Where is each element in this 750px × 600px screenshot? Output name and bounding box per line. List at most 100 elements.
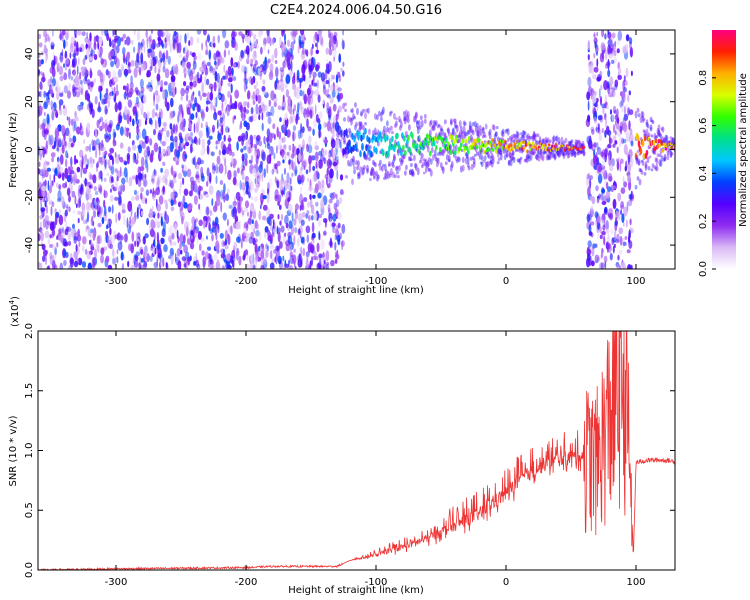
heatmap-cell — [530, 148, 534, 154]
heatmap-cell — [115, 123, 120, 131]
heatmap-cell — [522, 146, 526, 150]
heatmap-cell — [118, 115, 123, 124]
heatmap-cell — [439, 128, 443, 132]
heatmap-cell — [569, 140, 573, 144]
heatmap-cell — [442, 131, 446, 137]
heatmap-cell — [289, 251, 293, 257]
heatmap-cell — [344, 108, 347, 113]
heatmap-cell — [127, 200, 133, 212]
heatmap-cell — [587, 114, 591, 123]
heatmap-cell — [38, 70, 41, 75]
heatmap-cell — [206, 180, 209, 187]
heatmap-cell — [327, 88, 330, 93]
heatmap-cell — [601, 247, 604, 259]
heatmap-cell — [593, 142, 597, 148]
heatmap-cell — [165, 150, 169, 157]
heatmap-cell — [323, 120, 326, 129]
heatmap-cell — [291, 212, 294, 222]
y-tick-label: -40 — [24, 237, 35, 253]
heatmap-cell — [417, 135, 420, 142]
heatmap-cell — [327, 94, 331, 99]
heatmap-cell — [213, 112, 218, 121]
heatmap-cell — [601, 128, 604, 134]
heatmap-cell — [587, 40, 590, 51]
heatmap-cell — [236, 236, 241, 243]
heatmap-cell — [221, 264, 225, 269]
heatmap-cell — [226, 188, 231, 194]
heatmap-cell — [335, 159, 339, 166]
heatmap-cell — [176, 248, 181, 260]
heatmap-cell — [360, 112, 363, 116]
heatmap-cell — [467, 166, 471, 171]
heatmap-cell — [397, 175, 400, 179]
heatmap-cell — [298, 101, 302, 106]
heatmap-cell — [87, 188, 91, 194]
heatmap-cell — [44, 214, 49, 224]
heatmap-cell — [223, 98, 228, 106]
heatmap-cell — [231, 67, 234, 76]
heatmap-cell — [455, 124, 459, 133]
heatmap-cell — [296, 237, 300, 247]
heatmap-cell — [179, 181, 183, 188]
heatmap-cell — [496, 149, 500, 158]
heatmap-cell — [95, 133, 98, 139]
heatmap-cell — [627, 174, 631, 183]
heatmap-cell — [188, 40, 191, 47]
heatmap-cell — [51, 157, 54, 163]
heatmap-cell — [121, 209, 126, 214]
heatmap-cell — [411, 168, 414, 175]
heatmap-cell — [629, 37, 633, 45]
heatmap-cell — [452, 145, 456, 150]
heatmap-cell — [154, 119, 157, 130]
heatmap-cell — [106, 32, 109, 42]
heatmap-cell — [198, 190, 201, 200]
heatmap-cell — [126, 114, 130, 123]
heatmap-cell — [146, 111, 150, 120]
heatmap-cell — [224, 244, 229, 250]
heatmap-cell — [165, 213, 169, 224]
heatmap-cell — [360, 121, 363, 130]
heatmap-cell — [298, 253, 302, 260]
heatmap-cell — [198, 219, 203, 227]
heatmap-cell — [101, 217, 105, 225]
heatmap-cell — [129, 87, 134, 95]
heatmap-cell — [181, 215, 184, 225]
heatmap-cell — [338, 105, 342, 113]
heatmap-cell — [196, 71, 200, 82]
heatmap-cell — [221, 101, 224, 112]
heatmap-cell — [535, 154, 539, 161]
heatmap-cell — [278, 204, 282, 210]
heatmap-cell — [186, 106, 191, 115]
heatmap-cell — [126, 130, 129, 138]
heatmap-cell — [196, 164, 200, 172]
heatmap-cell — [607, 233, 610, 245]
heatmap-cell — [70, 169, 75, 175]
heatmap-cell — [463, 132, 467, 139]
heatmap-cell — [368, 156, 371, 161]
heatmap-cell — [157, 243, 160, 250]
heatmap-cell — [156, 121, 160, 130]
heatmap-cell — [284, 33, 286, 42]
heatmap-cell — [399, 119, 402, 123]
heatmap-cell — [92, 174, 97, 184]
heatmap-cell — [59, 30, 62, 41]
heatmap-cell — [293, 104, 296, 112]
spectrogram-x-axis-label: Height of straight line (km) — [288, 285, 424, 296]
heatmap-cell — [404, 115, 407, 121]
heatmap-cell — [244, 221, 248, 229]
heatmap-cell — [467, 136, 471, 141]
heatmap-cell — [488, 160, 492, 166]
heatmap-cell — [268, 71, 274, 81]
heatmap-cell — [639, 148, 643, 155]
heatmap-cell — [473, 142, 477, 147]
heatmap-cell — [194, 96, 198, 107]
heatmap-cell — [77, 210, 82, 215]
heatmap-cell — [253, 208, 256, 217]
heatmap-cell — [481, 126, 485, 134]
heatmap-cell — [68, 82, 71, 91]
heatmap-cell — [73, 154, 77, 166]
heatmap-cell — [164, 199, 168, 204]
heatmap-cell — [150, 30, 153, 35]
heatmap-cell — [164, 37, 167, 43]
heatmap-cell — [40, 76, 46, 83]
